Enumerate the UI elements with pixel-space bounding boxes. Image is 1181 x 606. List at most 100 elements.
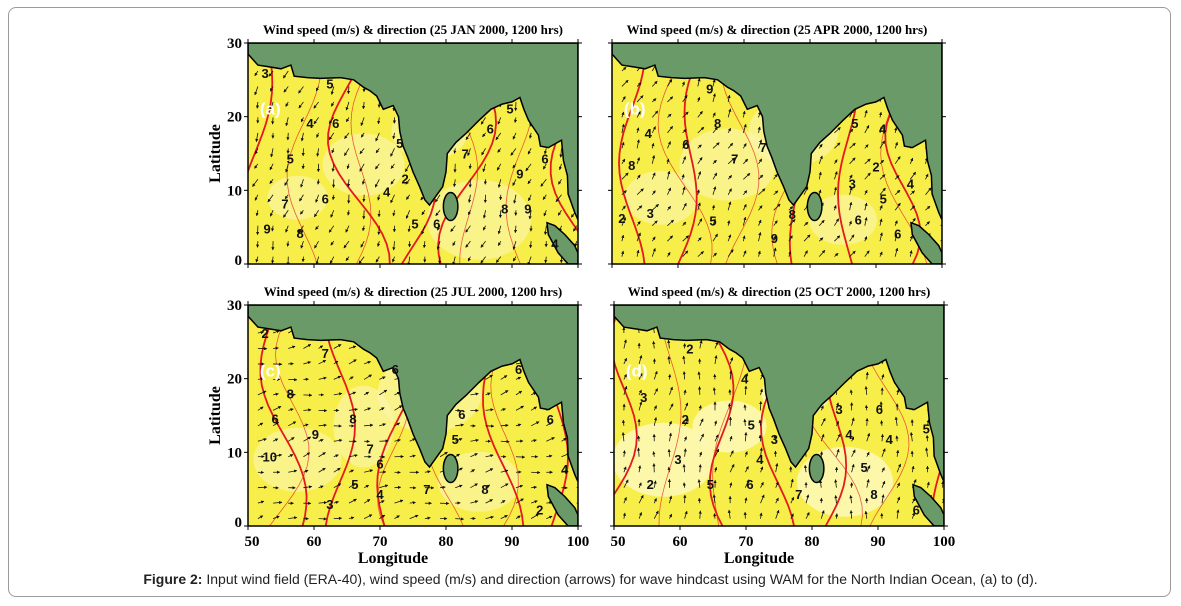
wind-arrow [257, 422, 264, 427]
wind-arrow [298, 225, 304, 234]
plot-frame [611, 42, 943, 265]
wind-arrow [257, 330, 264, 335]
contour-label: 8 [714, 116, 721, 131]
wind-arrow [485, 374, 493, 380]
contour-label: 8 [628, 158, 635, 173]
wind-arrow [743, 158, 749, 165]
wind-arrow [348, 345, 357, 349]
wind-arrow [742, 250, 747, 257]
contour-label: 5 [851, 116, 858, 131]
wind-arrow [363, 391, 370, 396]
wind-arrow [742, 110, 746, 118]
wind-arrow [638, 482, 642, 488]
wind-arrow [546, 454, 553, 458]
wind-arrow [546, 437, 555, 442]
wind-arrow [283, 86, 289, 93]
contour-label: 6 [332, 116, 339, 131]
wind-arrow [743, 404, 747, 411]
wind-arrow [390, 163, 395, 169]
contour-label: 2 [401, 171, 408, 186]
wind-arrow [712, 142, 720, 149]
contour-label: 5 [351, 477, 358, 492]
wind-arrow [864, 510, 868, 519]
wind-arrow [497, 117, 502, 125]
contour-label: 6 [746, 477, 753, 492]
wind-arrow [910, 190, 915, 196]
wind-arrow [453, 148, 457, 154]
wind-arrow [697, 371, 701, 380]
wind-arrow [638, 389, 642, 396]
wind-arrow [318, 452, 326, 458]
wind-arrow [758, 139, 763, 149]
wind-arrow [405, 179, 411, 185]
wind-arrow [758, 434, 762, 442]
wind-arrow [300, 117, 304, 123]
wind-arrow [344, 148, 350, 156]
x-axis-label: Longitude [724, 550, 794, 567]
wind-arrow [546, 515, 553, 520]
wind-arrow [482, 225, 486, 231]
wind-arrow [269, 163, 274, 171]
wind-arrow [667, 170, 671, 180]
wind-arrow [621, 66, 627, 72]
wind-arrow [621, 419, 626, 426]
wind-arrow [530, 513, 540, 519]
wind-arrow [328, 117, 335, 124]
contour-label: 3 [326, 497, 333, 512]
wind-arrow [345, 256, 350, 262]
wind-arrow [257, 515, 264, 519]
contour-label: 3 [835, 402, 842, 417]
wind-arrow [864, 386, 868, 395]
contour-label: 4 [376, 487, 384, 502]
contour-label: 9 [771, 231, 778, 246]
wind-arrow [528, 210, 532, 220]
wind-arrow [667, 356, 671, 364]
contour-label: 6 [855, 213, 862, 228]
wind-arrow [881, 448, 886, 457]
contour-label: 4 [561, 462, 569, 477]
wind-arrow [333, 467, 341, 473]
wind-arrow [288, 421, 297, 427]
wind-arrow [682, 221, 687, 226]
wind-arrow [394, 405, 403, 411]
wind-arrow [558, 179, 562, 185]
contour-label: 9 [516, 166, 523, 181]
wind-arrow [300, 179, 304, 188]
contour-label: 7 [281, 197, 288, 212]
wind-arrow [636, 220, 641, 226]
wind-arrow [727, 220, 731, 226]
wind-arrow [667, 141, 671, 149]
wind-arrow [866, 479, 870, 488]
wind-arrow [273, 346, 279, 350]
wind-arrow [729, 463, 735, 473]
wind-arrow [346, 210, 351, 216]
wind-arrow [390, 148, 395, 157]
wind-arrow [333, 500, 339, 504]
wind-arrow [439, 451, 448, 458]
wind-arrow [409, 514, 419, 520]
sumatra-land [910, 221, 942, 264]
wind-arrow [379, 376, 386, 380]
wind-arrow [333, 392, 343, 396]
wind-arrow [636, 127, 640, 133]
wind-arrow [303, 485, 313, 489]
wind-arrow [621, 141, 625, 149]
wind-arrow [515, 498, 524, 504]
contour-label: 8 [501, 202, 508, 217]
wind-arrow [621, 190, 627, 196]
wind-arrow [896, 389, 900, 395]
wind-arrow [330, 210, 335, 218]
wind-arrow [727, 201, 732, 211]
wind-arrow [636, 188, 644, 196]
low-wind-patch [427, 179, 531, 260]
y-tick-label: 0 [235, 515, 243, 531]
wind-arrow [712, 494, 716, 504]
wind-arrow [540, 179, 547, 187]
wind-arrow [697, 237, 702, 242]
wind-arrow [864, 189, 868, 195]
wind-arrow [652, 451, 656, 457]
wind-arrow [697, 171, 702, 180]
wind-arrow [651, 190, 656, 195]
wind-arrow [512, 256, 517, 262]
wind-arrow [500, 469, 509, 473]
